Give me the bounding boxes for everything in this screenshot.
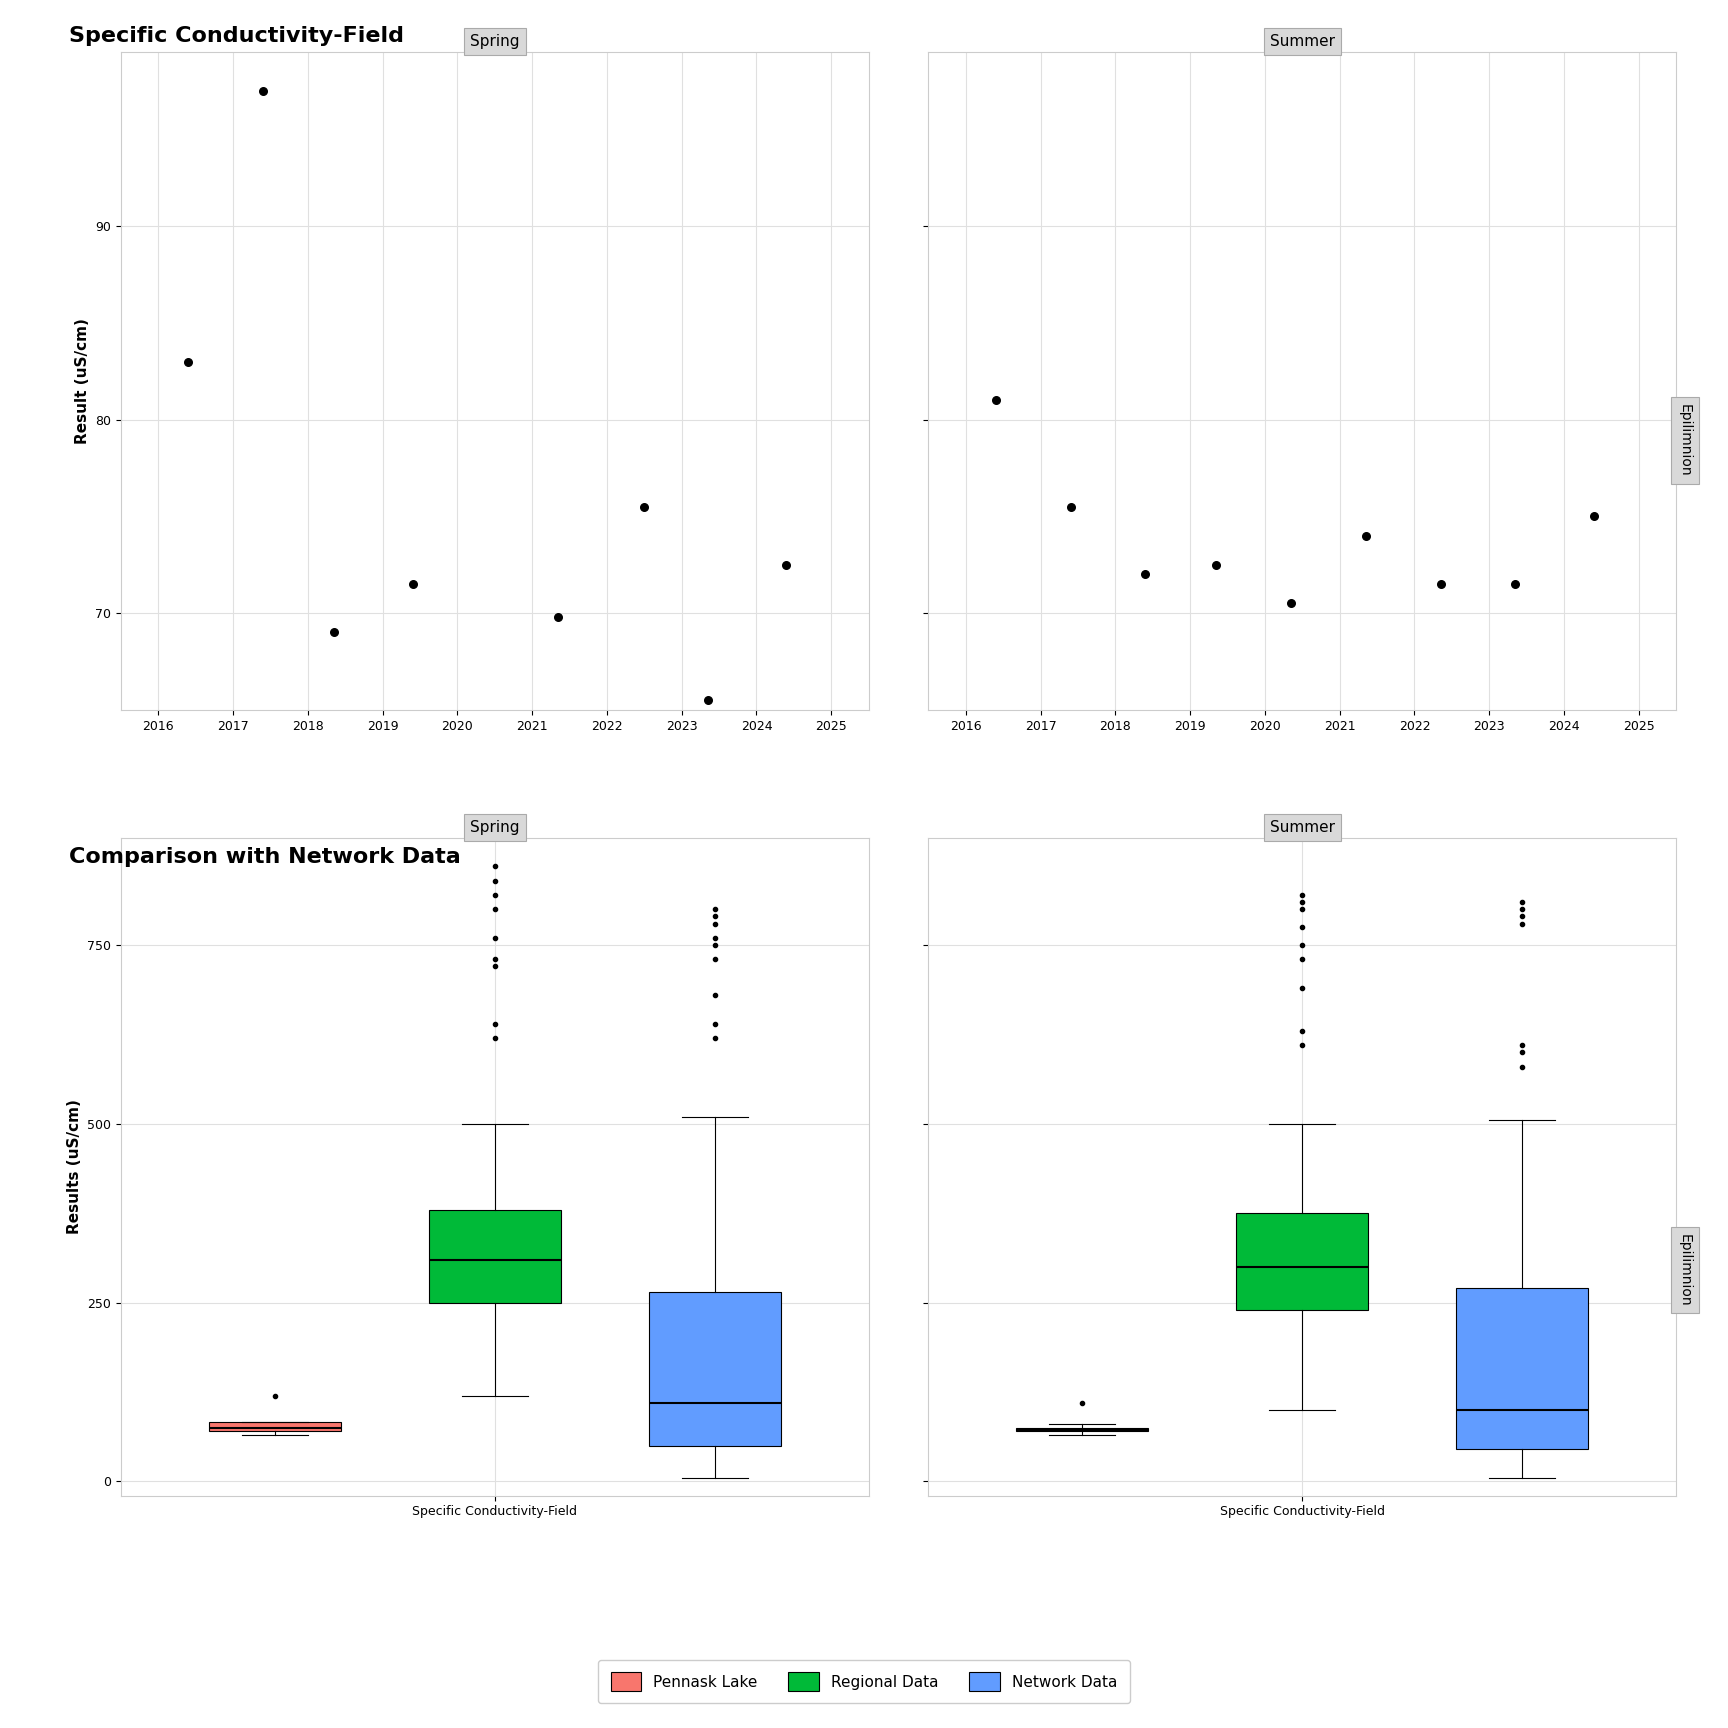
Point <box>1502 570 1529 598</box>
Point <box>1058 492 1085 520</box>
Legend: Pennask Lake, Regional Data, Network Data: Pennask Lake, Regional Data, Network Dat… <box>598 1661 1130 1704</box>
Y-axis label: Result (uS/cm): Result (uS/cm) <box>74 318 90 444</box>
Point <box>1351 522 1379 550</box>
PathPatch shape <box>429 1210 562 1303</box>
Text: Specific Conductivity-Field: Specific Conductivity-Field <box>69 26 404 47</box>
Title: Summer: Summer <box>1270 35 1334 50</box>
PathPatch shape <box>209 1422 340 1431</box>
Point <box>695 686 722 714</box>
Point <box>772 551 800 579</box>
Title: Summer: Summer <box>1270 821 1334 835</box>
PathPatch shape <box>1016 1427 1149 1431</box>
Point <box>1132 560 1159 588</box>
Title: Spring: Spring <box>470 35 520 50</box>
Point <box>631 492 658 520</box>
PathPatch shape <box>1236 1213 1369 1310</box>
Point <box>1427 570 1455 598</box>
Point <box>175 347 202 375</box>
Y-axis label: Results (uS/cm): Results (uS/cm) <box>67 1099 81 1234</box>
Point <box>1579 503 1607 530</box>
Point <box>399 570 427 598</box>
Point <box>1277 589 1305 617</box>
Point <box>544 603 572 631</box>
Point <box>249 76 276 104</box>
Point <box>982 387 1009 415</box>
Text: Epilimnion: Epilimnion <box>1678 404 1692 477</box>
Point <box>1203 551 1230 579</box>
Text: Epilimnion: Epilimnion <box>1678 1234 1692 1306</box>
PathPatch shape <box>648 1293 781 1446</box>
Title: Spring: Spring <box>470 821 520 835</box>
Point <box>320 619 347 646</box>
PathPatch shape <box>1457 1289 1588 1450</box>
Text: Comparison with Network Data: Comparison with Network Data <box>69 847 461 867</box>
